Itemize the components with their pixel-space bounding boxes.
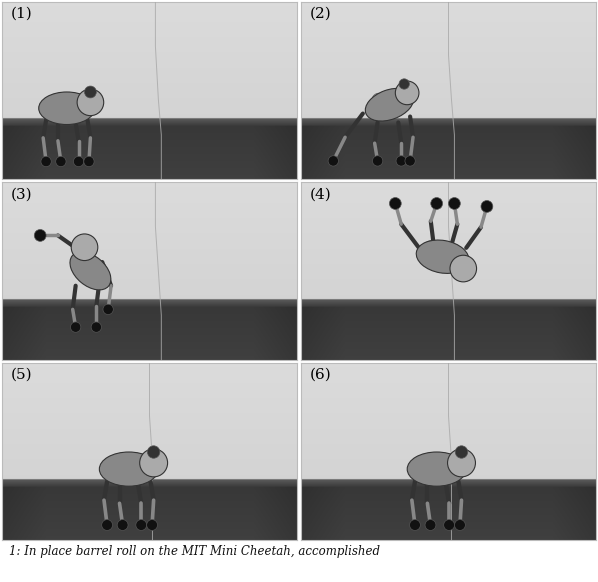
Circle shape bbox=[84, 86, 96, 98]
Ellipse shape bbox=[420, 240, 441, 267]
Circle shape bbox=[425, 520, 436, 530]
Circle shape bbox=[399, 79, 410, 89]
Circle shape bbox=[450, 255, 477, 282]
Ellipse shape bbox=[99, 452, 158, 486]
Circle shape bbox=[71, 234, 98, 261]
Text: (4): (4) bbox=[310, 187, 331, 201]
Ellipse shape bbox=[118, 455, 140, 483]
Circle shape bbox=[84, 157, 94, 166]
Ellipse shape bbox=[39, 92, 95, 125]
Circle shape bbox=[481, 201, 493, 212]
Ellipse shape bbox=[56, 95, 77, 122]
Circle shape bbox=[140, 449, 167, 477]
Ellipse shape bbox=[432, 243, 453, 270]
Text: (6): (6) bbox=[310, 368, 331, 382]
Ellipse shape bbox=[438, 455, 460, 483]
Circle shape bbox=[148, 446, 160, 458]
Ellipse shape bbox=[45, 95, 65, 122]
Ellipse shape bbox=[416, 240, 469, 274]
Circle shape bbox=[389, 197, 401, 210]
Circle shape bbox=[34, 229, 46, 242]
Circle shape bbox=[395, 81, 419, 105]
Circle shape bbox=[328, 156, 338, 166]
Circle shape bbox=[56, 157, 66, 166]
Ellipse shape bbox=[413, 455, 435, 483]
Ellipse shape bbox=[407, 452, 466, 486]
Circle shape bbox=[455, 446, 468, 458]
Ellipse shape bbox=[106, 455, 127, 483]
Circle shape bbox=[91, 322, 102, 332]
Ellipse shape bbox=[70, 252, 111, 290]
Ellipse shape bbox=[130, 455, 152, 483]
Ellipse shape bbox=[386, 90, 405, 113]
Ellipse shape bbox=[74, 254, 94, 276]
Circle shape bbox=[136, 520, 147, 530]
Circle shape bbox=[454, 520, 465, 530]
Circle shape bbox=[147, 520, 157, 530]
Text: (2): (2) bbox=[310, 7, 331, 21]
Circle shape bbox=[447, 449, 475, 477]
Circle shape bbox=[431, 197, 443, 210]
Circle shape bbox=[444, 520, 454, 530]
Circle shape bbox=[405, 156, 415, 166]
Circle shape bbox=[373, 156, 383, 166]
Ellipse shape bbox=[86, 266, 106, 288]
Circle shape bbox=[77, 89, 103, 116]
Circle shape bbox=[410, 520, 420, 530]
Circle shape bbox=[103, 304, 113, 314]
Circle shape bbox=[102, 520, 112, 530]
Text: (5): (5) bbox=[11, 368, 32, 382]
Ellipse shape bbox=[371, 93, 390, 116]
Text: (3): (3) bbox=[11, 187, 32, 201]
Circle shape bbox=[448, 197, 460, 210]
Ellipse shape bbox=[444, 246, 465, 273]
Circle shape bbox=[117, 520, 128, 530]
Ellipse shape bbox=[365, 88, 414, 121]
Circle shape bbox=[396, 156, 407, 166]
Text: (1): (1) bbox=[11, 7, 32, 21]
Ellipse shape bbox=[426, 455, 447, 483]
Circle shape bbox=[74, 157, 84, 166]
Circle shape bbox=[41, 157, 51, 166]
Ellipse shape bbox=[68, 95, 89, 122]
Text: 1: In place barrel roll on the MIT Mini Cheetah, accomplished: 1: In place barrel roll on the MIT Mini … bbox=[9, 545, 380, 558]
Circle shape bbox=[71, 322, 81, 332]
